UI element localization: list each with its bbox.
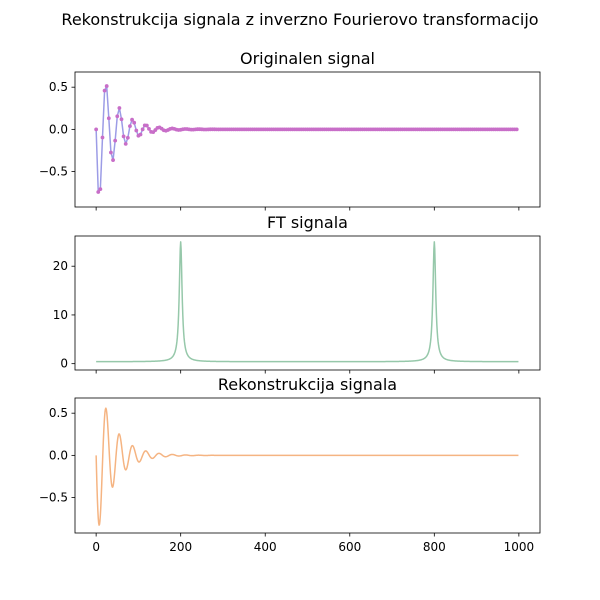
y-tick-label: 0.5 xyxy=(49,80,68,94)
data-point xyxy=(134,128,139,133)
x-tick-label: 800 xyxy=(423,540,446,554)
y-tick-label: 20 xyxy=(53,259,68,273)
data-point xyxy=(106,116,111,121)
data-point xyxy=(138,132,143,137)
chart-panel-2: FT signala 0 10 20 xyxy=(53,213,541,374)
x-tick-label: 0 xyxy=(92,540,100,554)
y-tick-label: 0 xyxy=(60,357,68,371)
chart-title: Originalen signal xyxy=(240,49,375,68)
data-point xyxy=(109,150,113,155)
data-point xyxy=(111,158,115,162)
data-point xyxy=(130,117,134,122)
chart-panel-3: Rekonstrukcija signala 0 200 400 600 800 1000 −… xyxy=(39,375,541,554)
chart-data-group xyxy=(95,241,519,363)
figure-suptitle: Rekonstrukcija signala z inverzno Fourie… xyxy=(61,10,538,29)
axes-frame xyxy=(74,71,541,208)
data-point xyxy=(94,127,99,132)
axes-frame xyxy=(74,235,541,371)
chart-title: FT signala xyxy=(267,213,348,232)
axes-frame xyxy=(74,397,541,534)
data-point xyxy=(147,126,151,131)
data-point xyxy=(102,88,107,93)
data-point xyxy=(117,106,122,110)
data-point xyxy=(115,114,120,119)
x-tick-label: 600 xyxy=(338,540,361,554)
data-point xyxy=(121,134,126,139)
data-point xyxy=(113,138,118,143)
chart-data-group xyxy=(95,407,519,526)
y-tick-label: −0.5 xyxy=(39,165,68,179)
y-tick-label: 0.0 xyxy=(49,122,68,136)
data-point xyxy=(128,124,132,128)
data-point xyxy=(123,142,128,146)
y-tick-label: 0.5 xyxy=(49,406,68,420)
chart-panels: Originalen signal −0.5 0.0 0.5 FT signala 0 10… xyxy=(39,49,541,554)
data-point xyxy=(98,187,103,192)
series-line xyxy=(95,241,519,363)
series-line xyxy=(95,407,519,526)
y-tick-label: −0.5 xyxy=(39,491,68,505)
data-point xyxy=(514,127,519,132)
chart-title: Rekonstrukcija signala xyxy=(218,375,397,394)
x-tick-label: 200 xyxy=(169,540,192,554)
data-point xyxy=(132,120,137,125)
chart-panel-1: Originalen signal −0.5 0.0 0.5 xyxy=(39,49,541,211)
data-point xyxy=(119,117,124,122)
y-tick-label: 0.0 xyxy=(49,448,68,462)
data-point xyxy=(125,135,130,140)
x-tick-label: 400 xyxy=(254,540,277,554)
data-point xyxy=(104,84,109,88)
data-point xyxy=(144,123,149,128)
y-tick-label: 10 xyxy=(53,308,68,322)
data-point xyxy=(96,190,101,194)
data-point xyxy=(100,135,105,140)
chart-data-group xyxy=(94,84,519,194)
x-tick-label: 1000 xyxy=(504,540,535,554)
data-point xyxy=(140,127,145,132)
